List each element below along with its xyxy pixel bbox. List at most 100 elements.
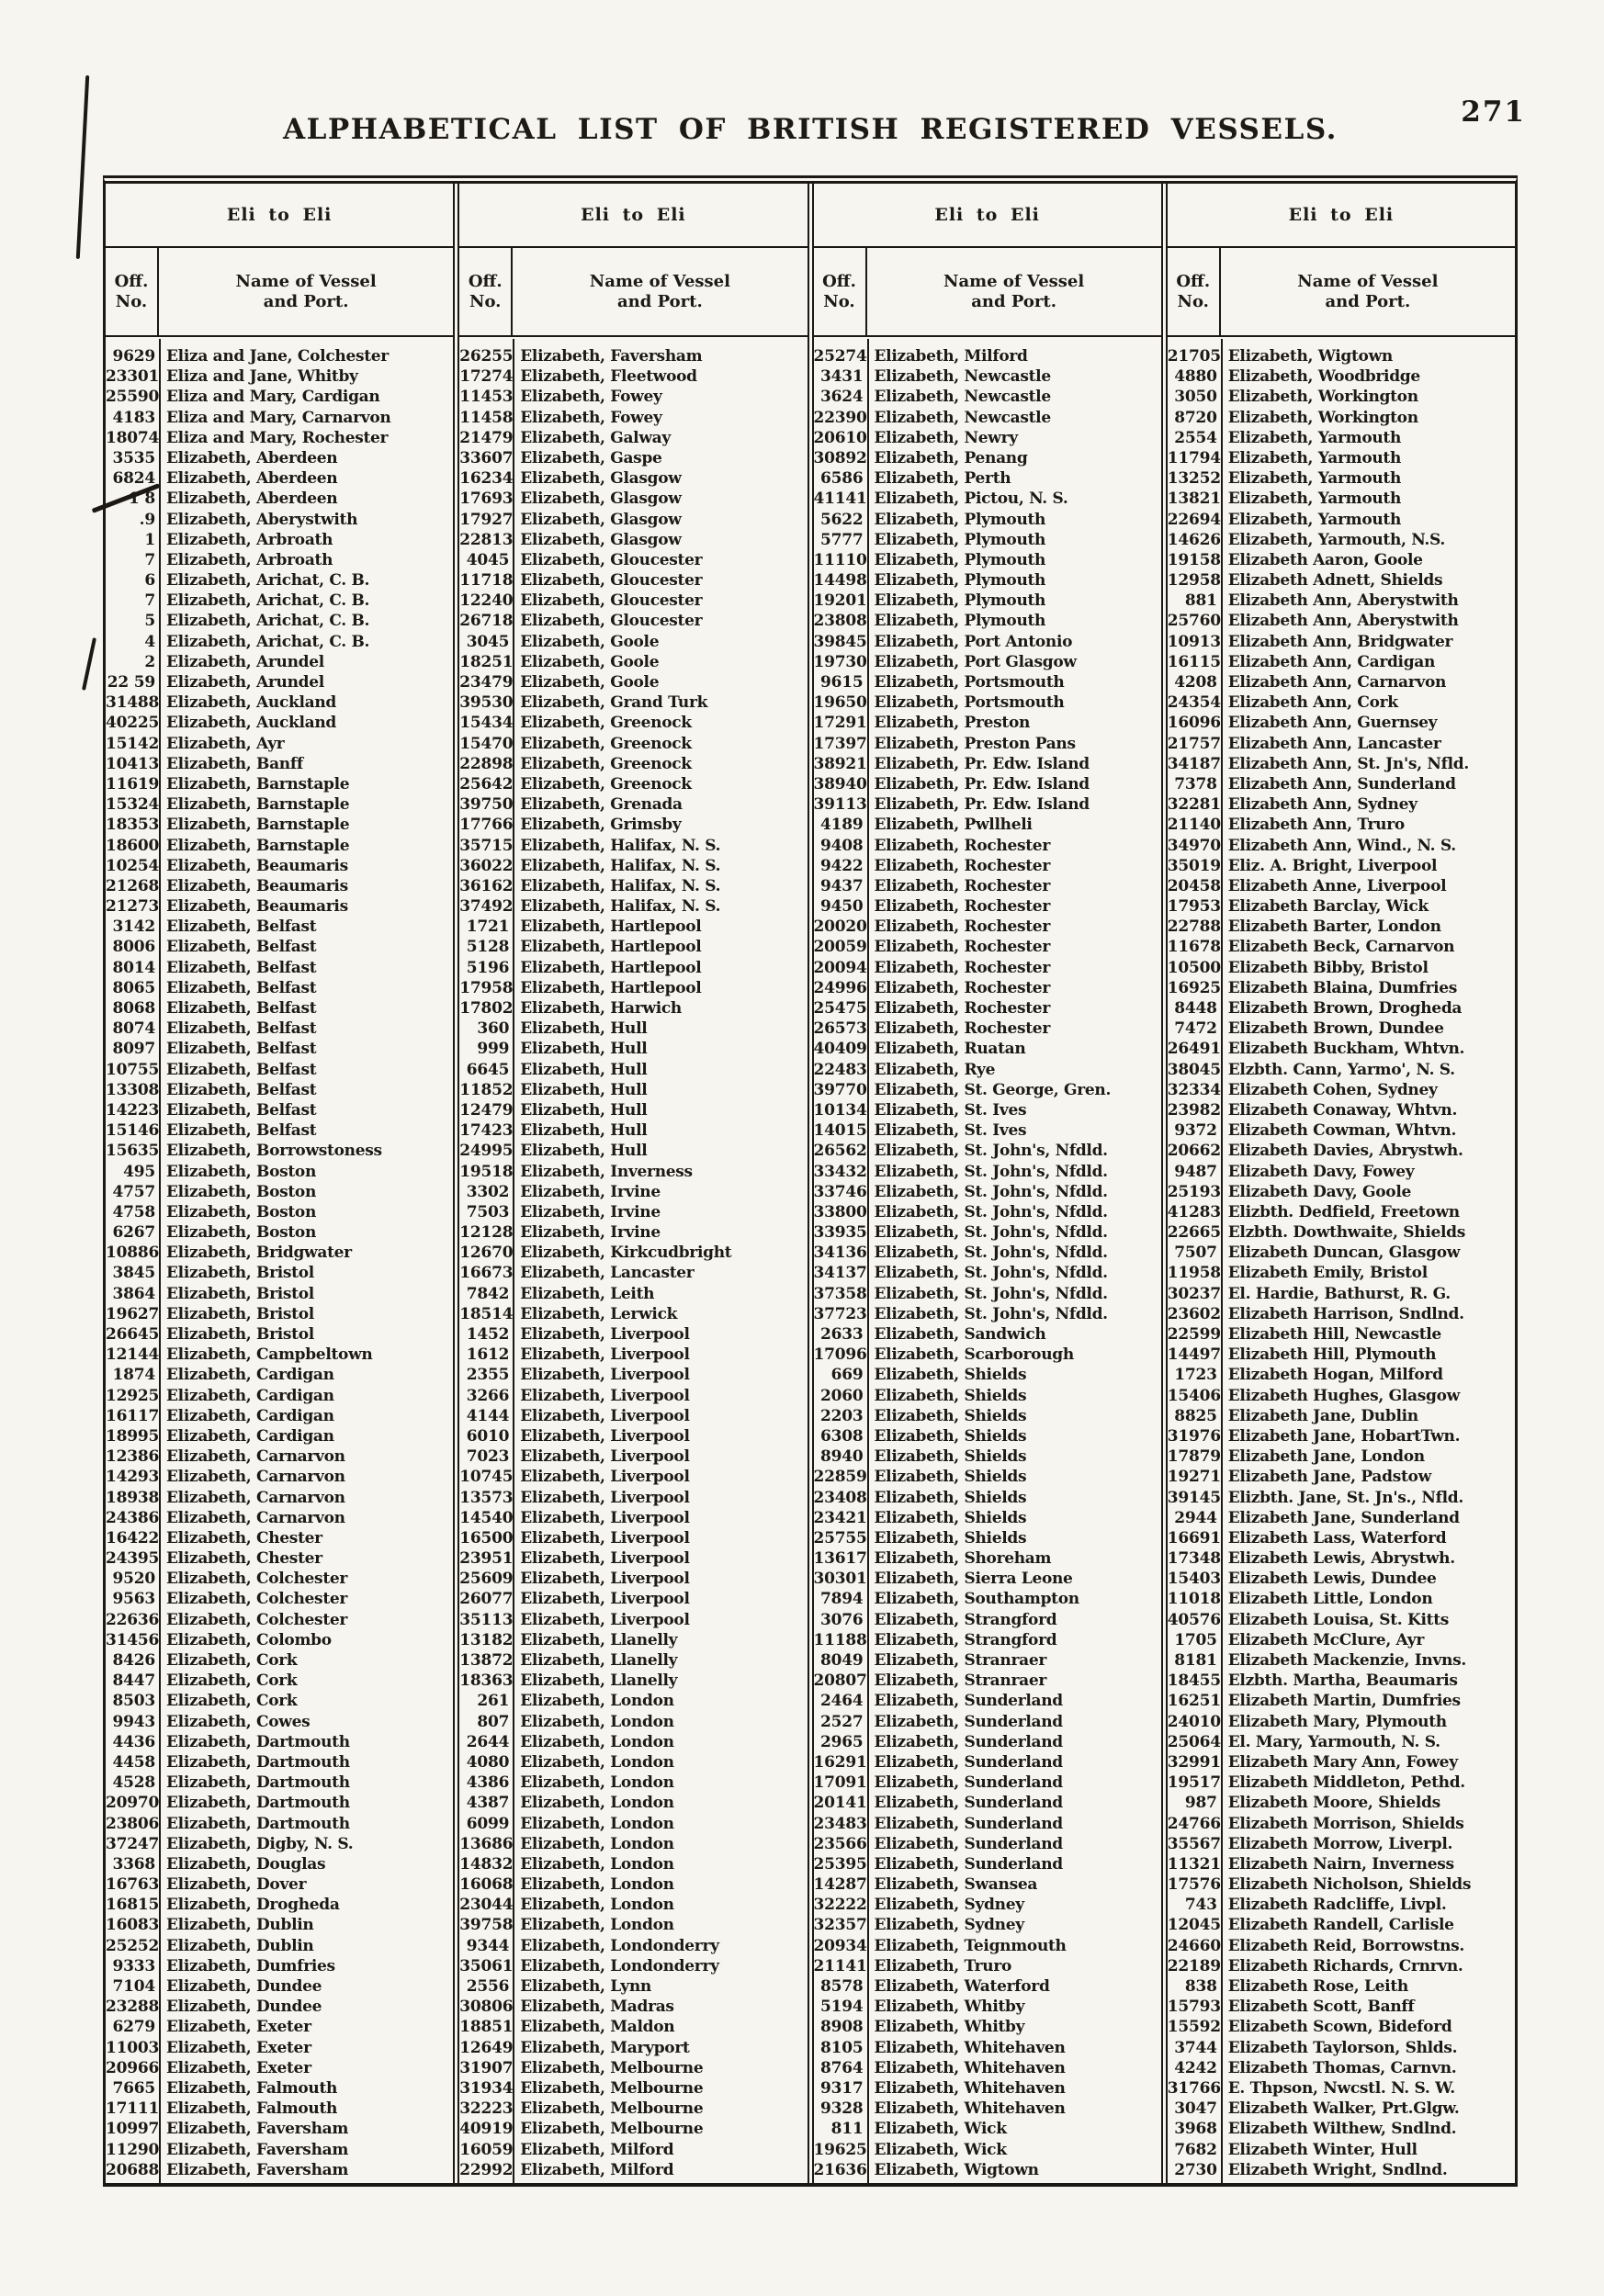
table-row: 8105 Elizabeth, Whitehaven (814, 2038, 1161, 2058)
vessel-name-cell: Elizabeth, Colchester (166, 1610, 348, 1629)
vessel-name-cell: Elizabeth Ann, Bridgwater (1227, 632, 1453, 651)
vessel-name-cell: Elizabeth, Belfast (166, 1080, 317, 1099)
vessel-name-cell: Elizabeth, Sunderland (874, 1814, 1064, 1833)
vessel-name-cell: Eliza and Jane, Whitby (166, 367, 358, 387)
off-no-cell: 4183 (112, 408, 155, 427)
vessel-name-cell: Elizabeth Nairn, Inverness (1227, 1854, 1454, 1874)
off-no-cell: 30237 (1167, 1284, 1221, 1303)
off-no-cell: 2060 (819, 1386, 864, 1405)
vessel-name-cell: Elizabeth, Liverpool (520, 1468, 690, 1487)
table-row: 495 Elizabeth, Boston (106, 1162, 453, 1182)
off-no-cell: 8940 (819, 1447, 864, 1467)
table-row: 14287 Elizabeth, Swansea (814, 1874, 1161, 1895)
vessel-name-cell: Elizabeth, Yarmouth, N.S. (1227, 530, 1446, 549)
off-no-cell: 15470 (459, 734, 514, 753)
table-row: 12649 Elizabeth, Maryport (459, 2038, 807, 2058)
vessel-name-cell: Elizabeth, London (520, 1773, 674, 1793)
vessel-name-cell: Elizabeth, Carnarvon (166, 1468, 345, 1487)
table-row: 10755 Elizabeth, Belfast (106, 1060, 453, 1080)
table-row: 18455 Elzbth. Martha, Beaumaris (1168, 1671, 1515, 1691)
off-no-cell: 17397 (813, 734, 867, 753)
table-row: 8014 Elizabeth, Belfast (106, 958, 453, 978)
vessel-name-cell: Elizabeth, Whitehaven (874, 2038, 1066, 2057)
table-row: 33607 Elizabeth, Gaspe (459, 448, 807, 468)
vessel-name-cell: Elizabeth, Cardigan (166, 1406, 334, 1425)
vessel-name-cell: Elizabeth, Strangford (874, 1630, 1057, 1649)
off-no-cell: 40225 (106, 714, 160, 733)
vessel-name-cell: Elizabeth Moore, Shields (1227, 1794, 1440, 1813)
vessel-name-cell: Elizabeth, Aberdeen (166, 469, 338, 489)
off-no-cell: 17958 (459, 978, 514, 997)
vessel-name-cell: Elizabeth, Sandwich (874, 1325, 1046, 1344)
off-no-cell: 21479 (459, 428, 514, 447)
table-row: 3624 Elizabeth, Newcastle (814, 387, 1161, 407)
table-row: 4436 Elizabeth, Dartmouth (106, 1732, 453, 1752)
table-row: 40919 Elizabeth, Melbourne (459, 2119, 807, 2139)
off-no-cell: 24010 (1167, 1712, 1221, 1731)
table-row: 30892 Elizabeth, Penang (814, 448, 1161, 468)
off-no-cell: 23408 (813, 1488, 867, 1507)
off-no-cell: 17111 (106, 2099, 160, 2119)
off-no-cell: 6824 (112, 469, 155, 489)
vessel-name-cell: Elizabeth, Cardigan (166, 1426, 334, 1446)
off-no-cell: 2730 (1174, 2160, 1217, 2179)
table-row: 7104 Elizabeth, Dundee (106, 1976, 453, 1997)
table-row: 9520 Elizabeth, Colchester (106, 1569, 453, 1589)
off-no-cell: 20610 (813, 428, 867, 447)
table-row: 9408 Elizabeth, Rochester (814, 836, 1161, 856)
vessel-name-cell: Elizabeth, Milford (520, 2160, 674, 2179)
off-no-cell: 7682 (1174, 2140, 1217, 2159)
table-row: 26077 Elizabeth, Liverpool (459, 1589, 807, 1609)
off-no-cell: 7378 (1174, 774, 1217, 793)
off-no-cell: 3045 (466, 632, 510, 651)
off-no-cell: 2633 (819, 1325, 864, 1344)
table-row: 20059 Elizabeth, Rochester (814, 937, 1161, 957)
table-row: 8068 Elizabeth, Belfast (106, 998, 453, 1019)
vessel-name-cell: Elizabeth, Dumfries (166, 1956, 335, 1975)
off-no-cell: 18938 (106, 1488, 160, 1507)
vessel-name-cell: Elizabeth, Dartmouth (166, 1773, 350, 1793)
off-no-cell: 26573 (813, 1019, 867, 1039)
vessel-name-cell: Elizabeth, Truro (874, 1956, 1012, 1975)
table-row: 23408 Elizabeth, Shields (814, 1488, 1161, 1508)
table-row: 12386 Elizabeth, Carnarvon (106, 1446, 453, 1467)
off-no-cell: 24386 (106, 1508, 160, 1527)
table-row: 24354 Elizabeth Ann, Cork (1168, 692, 1515, 713)
table-row: 13252 Elizabeth, Yarmouth (1168, 468, 1515, 489)
table-row: 35061 Elizabeth, Londonderry (459, 1956, 807, 1976)
table-row: 4080 Elizabeth, London (459, 1752, 807, 1773)
table-row: 23982 Elizabeth Conaway, Whtvn. (1168, 1100, 1515, 1120)
vessel-name-cell: Elizabeth, Liverpool (520, 1488, 690, 1507)
table-row: 14498 Elizabeth, Plymouth (814, 570, 1161, 591)
vessel-name-cell: Elizabeth, Plymouth (874, 550, 1046, 569)
vessel-name-cell: Elizabeth Thomas, Carnvn. (1227, 2058, 1457, 2077)
table-row: 19158 Elizabeth Aaron, Goole (1168, 550, 1515, 570)
vessel-name-cell: Elizabeth, Rochester (874, 978, 1051, 997)
table-row: 11453 Elizabeth, Fowey (459, 387, 807, 407)
off-no-cell: 13182 (459, 1630, 514, 1649)
table-row: 2464 Elizabeth, Sunderland (814, 1691, 1161, 1711)
vessel-name-cell: Elizabeth, Rochester (874, 917, 1051, 937)
vessel-name-cell: Elizabeth, London (520, 1732, 674, 1751)
off-no-cell: 20934 (813, 1936, 867, 1955)
table-row: 19518 Elizabeth, Inverness (459, 1162, 807, 1182)
table-row: 10745 Elizabeth, Liverpool (459, 1467, 807, 1487)
off-no-cell: 25760 (1167, 612, 1221, 631)
off-no-cell: 26255 (459, 347, 514, 366)
vessel-name-cell: Elizabeth, Boston (166, 1182, 317, 1201)
table-row: 25590 Eliza and Mary, Cardigan (106, 387, 453, 407)
off-no-cell: 9563 (112, 1590, 155, 1609)
off-no-cell: 20688 (106, 2160, 160, 2179)
table-row: 8097 Elizabeth, Belfast (106, 1039, 453, 1059)
vessel-name-cell: Elizabeth, Wigtown (1227, 347, 1394, 366)
table-row: 22992 Elizabeth, Milford (459, 2160, 807, 2180)
table-row: 32991 Elizabeth Mary Ann, Fowey (1168, 1752, 1515, 1773)
off-no-cell: 14540 (459, 1508, 514, 1527)
table-row: 9629 Eliza and Jane, Colchester (106, 346, 453, 366)
off-no-cell: 7 (144, 591, 155, 611)
vessel-name-cell: Elizabeth, Arichat, C. B. (166, 632, 370, 651)
vessel-name-cell: Elizabeth, Sunderland (874, 1752, 1064, 1772)
off-no-cell: 12958 (1167, 571, 1221, 591)
vessel-name-cell: Elizabeth, Plymouth (874, 591, 1046, 611)
vessel-name-cell: Elizabeth, Yarmouth (1227, 428, 1402, 447)
